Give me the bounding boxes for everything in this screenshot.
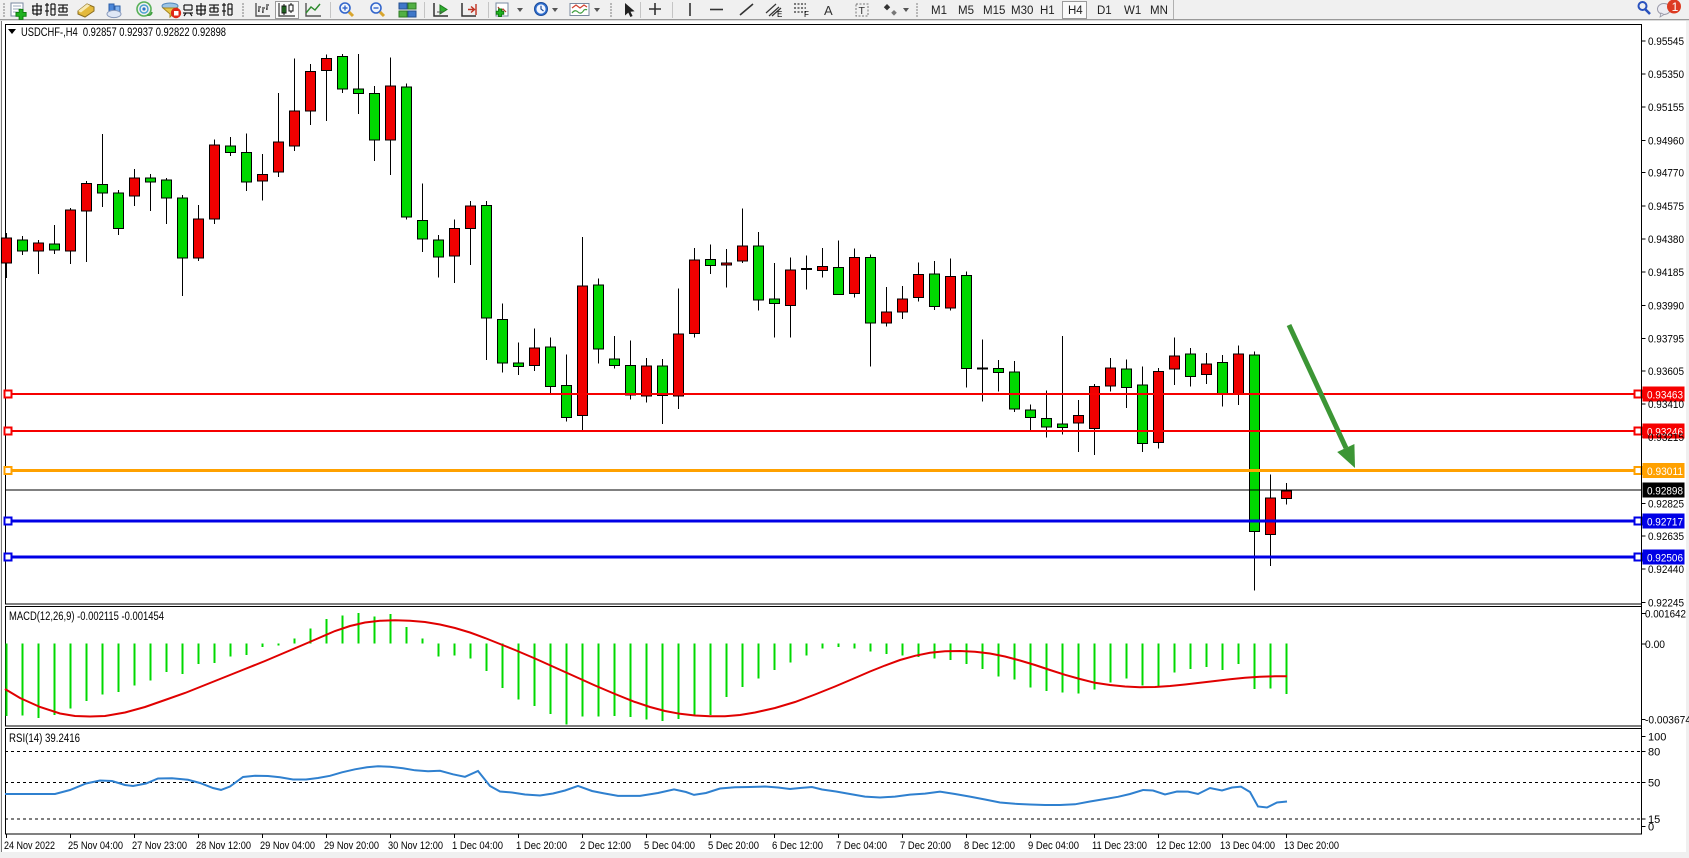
svg-text:1 Dec 20:00: 1 Dec 20:00 <box>516 840 567 852</box>
svg-text:0.92635: 0.92635 <box>1648 531 1684 543</box>
svg-text:8 Dec 12:00: 8 Dec 12:00 <box>964 840 1015 852</box>
svg-text:0.93990: 0.93990 <box>1648 300 1684 312</box>
svg-text:USDCHF-,H4 0.92857 0.92937 0.: USDCHF-,H4 0.92857 0.92937 0.92822 0.928… <box>21 25 226 39</box>
svg-text:0: 0 <box>1648 822 1654 834</box>
svg-text:11 Dec 23:00: 11 Dec 23:00 <box>1092 840 1147 852</box>
svg-text:29 Nov 20:00: 29 Nov 20:00 <box>324 840 379 852</box>
svg-text:0.95350: 0.95350 <box>1648 69 1684 81</box>
svg-text:0.93011: 0.93011 <box>1647 466 1683 478</box>
svg-text:6 Dec 12:00: 6 Dec 12:00 <box>772 840 823 852</box>
svg-text:0.94185: 0.94185 <box>1648 267 1684 279</box>
svg-text:50: 50 <box>1648 777 1660 789</box>
svg-text:0.92506: 0.92506 <box>1647 553 1683 565</box>
svg-text:0.93463: 0.93463 <box>1647 390 1683 402</box>
svg-text:M1: M1 <box>931 5 947 17</box>
svg-text:0.93215: 0.93215 <box>1648 432 1684 444</box>
svg-text:0.94380: 0.94380 <box>1648 234 1684 246</box>
svg-text:24 Nov 2022: 24 Nov 2022 <box>4 840 55 852</box>
svg-text:1 Dec 04:00: 1 Dec 04:00 <box>452 840 503 852</box>
svg-text:9 Dec 04:00: 9 Dec 04:00 <box>1028 840 1079 852</box>
svg-text:0.001642: 0.001642 <box>1645 609 1686 621</box>
svg-text:80: 80 <box>1648 746 1660 758</box>
svg-text:MACD(12,26,9) -0.002115 -0.001: MACD(12,26,9) -0.002115 -0.001454 <box>9 611 164 623</box>
svg-text:D1: D1 <box>1097 5 1112 17</box>
svg-text:0.92440: 0.92440 <box>1648 564 1684 576</box>
svg-text:12 Dec 12:00: 12 Dec 12:00 <box>1156 840 1211 852</box>
svg-text:27 Nov 23:00: 27 Nov 23:00 <box>132 840 187 852</box>
svg-text:0.95155: 0.95155 <box>1648 102 1684 114</box>
svg-text:0.93410: 0.93410 <box>1648 399 1684 411</box>
svg-text:0.00: 0.00 <box>1645 639 1665 651</box>
svg-text:0.95545: 0.95545 <box>1648 36 1684 48</box>
svg-text:H4: H4 <box>1068 5 1083 17</box>
svg-text:0.92245: 0.92245 <box>1648 597 1684 609</box>
svg-text:0.94960: 0.94960 <box>1648 135 1684 147</box>
svg-text:-0.003674: -0.003674 <box>1645 715 1689 727</box>
svg-text:0.92825: 0.92825 <box>1648 499 1684 511</box>
svg-text:RSI(14) 39.2416: RSI(14) 39.2416 <box>9 733 80 745</box>
svg-text:0.93246: 0.93246 <box>1647 427 1683 439</box>
svg-text:M15: M15 <box>983 5 1005 17</box>
svg-text:7 Dec 04:00: 7 Dec 04:00 <box>836 840 887 852</box>
svg-text:A: A <box>824 3 833 18</box>
svg-text:2 Dec 12:00: 2 Dec 12:00 <box>580 840 631 852</box>
svg-text:25 Nov 04:00: 25 Nov 04:00 <box>68 840 123 852</box>
svg-text:13 Dec 04:00: 13 Dec 04:00 <box>1220 840 1275 852</box>
svg-text:0.92898: 0.92898 <box>1647 486 1683 498</box>
svg-text:0.93795: 0.93795 <box>1648 334 1684 346</box>
svg-text:0.94770: 0.94770 <box>1648 168 1684 180</box>
svg-text:29 Nov 04:00: 29 Nov 04:00 <box>260 840 315 852</box>
svg-text:28 Nov 12:00: 28 Nov 12:00 <box>196 840 251 852</box>
svg-text:M30: M30 <box>1011 5 1033 17</box>
svg-text:13 Dec 20:00: 13 Dec 20:00 <box>1284 840 1339 852</box>
svg-text:MN: MN <box>1150 5 1168 17</box>
svg-text:0.94575: 0.94575 <box>1648 201 1684 213</box>
svg-text:0.93605: 0.93605 <box>1648 366 1684 378</box>
svg-text:M5: M5 <box>958 5 974 17</box>
svg-text:T: T <box>859 5 866 17</box>
svg-text:W1: W1 <box>1124 5 1141 17</box>
svg-text:1: 1 <box>1672 0 1679 14</box>
svg-text:30 Nov 12:00: 30 Nov 12:00 <box>388 840 443 852</box>
svg-text:F: F <box>804 10 809 19</box>
svg-text:15: 15 <box>1648 814 1660 826</box>
svg-text:H1: H1 <box>1040 5 1055 17</box>
svg-text:E: E <box>777 10 782 19</box>
svg-text:5 Dec 04:00: 5 Dec 04:00 <box>644 840 695 852</box>
svg-text:5 Dec 20:00: 5 Dec 20:00 <box>708 840 759 852</box>
svg-text:100: 100 <box>1648 732 1666 744</box>
svg-text:0.92717: 0.92717 <box>1647 517 1683 529</box>
svg-text:7 Dec 20:00: 7 Dec 20:00 <box>900 840 951 852</box>
